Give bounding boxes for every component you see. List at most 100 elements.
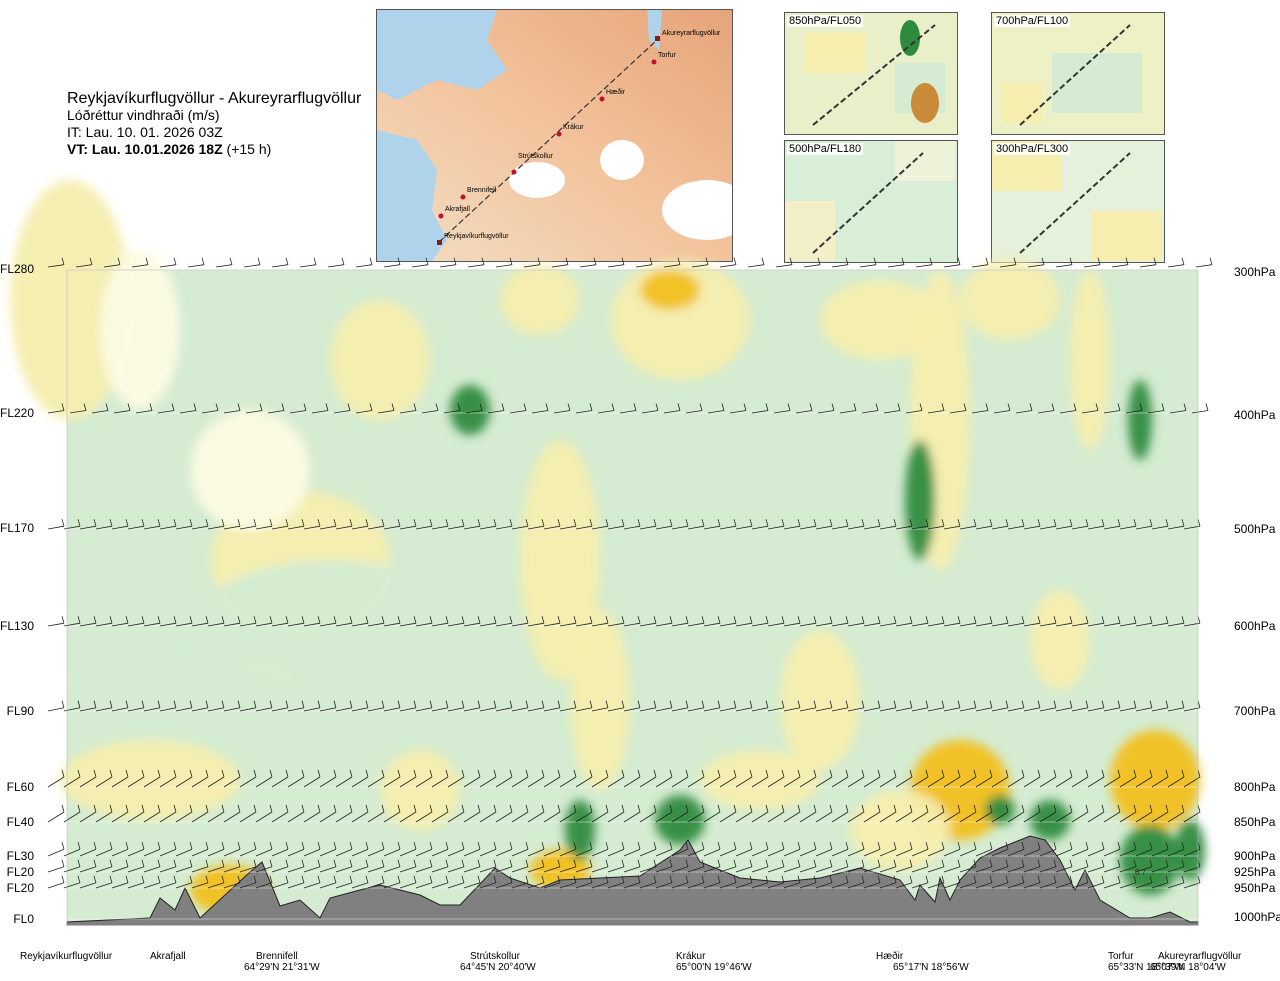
wind-barb [1103, 410, 1121, 414]
wind-barb [943, 622, 961, 627]
wind-barb [687, 525, 705, 530]
wind-barb [795, 410, 813, 414]
wind-barb-feather [61, 859, 65, 867]
wind-barb [847, 525, 865, 530]
wind-barb [591, 866, 609, 873]
pressure-label: 400hPa [1234, 408, 1276, 422]
wind-barb [607, 866, 625, 873]
wind-barb [1039, 525, 1057, 530]
wind-barb [463, 776, 481, 788]
wind-barb [975, 882, 993, 889]
location-label: Strútskollur 64°45'N 20°40'W [460, 951, 550, 973]
wind-barb-feather [861, 519, 865, 527]
wind-barb-feather [237, 842, 241, 850]
wind-barb [79, 811, 97, 823]
wind-barb-feather [1117, 616, 1121, 624]
wind-barb [383, 264, 401, 268]
location-name: Krákur [676, 951, 706, 962]
wind-barb [559, 525, 577, 530]
wind-barb [511, 525, 529, 530]
wind-barb [447, 622, 465, 627]
wind-barb [847, 776, 865, 788]
wind-barb [223, 811, 241, 823]
wind-barb-feather [61, 700, 65, 708]
wind-barb-feather [253, 519, 257, 527]
wind-barb-feather [589, 804, 593, 813]
wind-barb [735, 525, 753, 530]
wind-barb [559, 707, 577, 712]
wind-barb [991, 848, 1009, 857]
wind-barb-feather [781, 804, 785, 813]
wind-barb [511, 811, 529, 823]
wind-barb-feather [445, 519, 449, 527]
issue-time: IT: Lau. 10. 01. 2026 03Z [67, 124, 223, 140]
wind-barb-feather [1005, 842, 1009, 850]
wind-barb [367, 525, 385, 530]
wind-barb [479, 811, 497, 823]
wind-barb-feather [381, 769, 385, 778]
wind-barb [95, 707, 113, 712]
wind-barb [1135, 882, 1153, 889]
wind-barb [1087, 866, 1105, 873]
wind-barb-feather [221, 519, 225, 527]
field-contour [820, 280, 940, 360]
wind-barb [1103, 707, 1121, 712]
field-contour [905, 440, 935, 560]
wind-barb [775, 264, 793, 268]
wind-barb-feather [127, 403, 131, 411]
wind-barb [95, 866, 113, 873]
wind-barb [1103, 776, 1121, 788]
wind-barb-feather [445, 804, 449, 813]
wind-barb-feather [893, 700, 897, 708]
wind-barb-feather [1149, 769, 1153, 778]
wind-barb [927, 848, 945, 857]
location-label: Akrafjall [150, 951, 190, 962]
wind-barb [607, 707, 625, 712]
wind-barb [639, 811, 657, 823]
wind-barb-feather [381, 842, 385, 850]
wind-barb-feather [717, 842, 721, 850]
wind-barb-feather [909, 859, 913, 867]
wind-barb [575, 811, 593, 823]
wind-barb-feather [221, 875, 225, 883]
wind-barb [1023, 866, 1041, 873]
wind-barb [143, 707, 161, 712]
wind-barb-feather [829, 859, 833, 867]
wind-barb-feather [1085, 804, 1089, 813]
wind-barb [463, 866, 481, 873]
route-point [599, 96, 605, 102]
wind-barb-feather [189, 700, 193, 708]
wind-barb [975, 776, 993, 788]
wind-barb-feather [637, 769, 641, 778]
wind-barb-feather [813, 859, 817, 867]
wind-barb-feather [605, 859, 609, 867]
wind-barb [143, 776, 161, 788]
wind-barb [991, 622, 1009, 627]
wind-barb [443, 410, 461, 414]
wind-barb-feather [925, 842, 929, 850]
wind-barb [1071, 776, 1089, 788]
wind-barb [495, 525, 513, 530]
wind-barb-feather [365, 616, 369, 624]
wind-barb [447, 882, 465, 889]
wind-barb-feather [349, 842, 353, 850]
wind-barb [911, 866, 929, 873]
wind-barb-feather [589, 859, 593, 867]
wind-barb-feather [1101, 700, 1105, 708]
wind-barb [175, 811, 193, 823]
field-contour [850, 790, 950, 870]
wind-barb-feather [909, 700, 913, 708]
location-label: Brennifell 64°29'N 21°31'W [244, 951, 334, 973]
wind-barb [127, 707, 145, 712]
wind-barb-feather [141, 804, 145, 813]
wind-barb-feather [1053, 804, 1057, 813]
wind-barb [335, 707, 353, 712]
wind-barb-feather [317, 842, 321, 850]
wind-barb [479, 622, 497, 627]
wind-barb-feather [1165, 519, 1169, 527]
route-title: Reykjavíkurflugvöllur - Akureyrarflugvöl… [67, 90, 362, 107]
wind-barb [127, 848, 145, 857]
wind-barb [559, 622, 577, 627]
wind-barb-feather [957, 769, 961, 778]
map-label-strutskollur: Strútskollur [518, 153, 554, 160]
